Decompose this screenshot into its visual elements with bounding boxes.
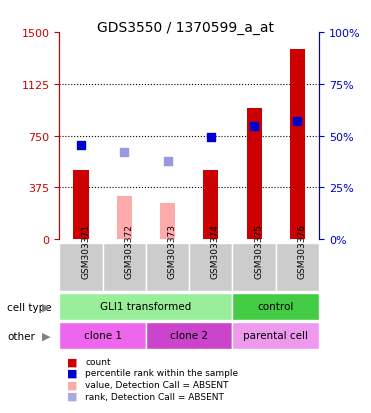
- Bar: [290, 50, 305, 240]
- Point: [78, 142, 84, 149]
- Text: GLI1 transformed: GLI1 transformed: [100, 301, 191, 312]
- Bar: [247, 109, 262, 240]
- FancyBboxPatch shape: [146, 322, 233, 349]
- FancyBboxPatch shape: [59, 322, 146, 349]
- FancyBboxPatch shape: [233, 293, 319, 320]
- Text: ■: ■: [67, 368, 77, 378]
- Point: [251, 123, 257, 130]
- FancyBboxPatch shape: [233, 244, 276, 291]
- Text: cell type: cell type: [7, 302, 52, 312]
- Text: GSM303373: GSM303373: [168, 223, 177, 278]
- FancyBboxPatch shape: [103, 244, 146, 291]
- Bar: [117, 197, 132, 240]
- FancyBboxPatch shape: [59, 293, 233, 320]
- Text: ■: ■: [67, 380, 77, 389]
- Text: GSM303375: GSM303375: [254, 223, 263, 278]
- Text: count: count: [85, 357, 111, 366]
- Text: GSM303376: GSM303376: [298, 223, 306, 278]
- Point: [121, 150, 127, 156]
- Point: [165, 159, 171, 165]
- Text: value, Detection Call = ABSENT: value, Detection Call = ABSENT: [85, 380, 229, 389]
- Text: ■: ■: [67, 356, 77, 366]
- Text: GSM303372: GSM303372: [124, 223, 133, 278]
- Text: GDS3550 / 1370599_a_at: GDS3550 / 1370599_a_at: [97, 21, 274, 35]
- FancyBboxPatch shape: [59, 244, 103, 291]
- FancyBboxPatch shape: [233, 322, 319, 349]
- Text: rank, Detection Call = ABSENT: rank, Detection Call = ABSENT: [85, 392, 224, 401]
- FancyBboxPatch shape: [146, 244, 189, 291]
- Text: GSM303374: GSM303374: [211, 223, 220, 278]
- Text: ▶: ▶: [42, 302, 50, 312]
- Text: clone 1: clone 1: [83, 330, 122, 341]
- Point: [208, 134, 214, 141]
- Point: [295, 119, 301, 125]
- Text: parental cell: parental cell: [243, 330, 308, 341]
- Text: ■: ■: [67, 391, 77, 401]
- Text: other: other: [7, 331, 35, 341]
- Text: percentile rank within the sample: percentile rank within the sample: [85, 368, 239, 377]
- Bar: [160, 204, 175, 240]
- Text: control: control: [257, 301, 294, 312]
- Text: GSM303371: GSM303371: [81, 223, 90, 278]
- Text: clone 2: clone 2: [170, 330, 208, 341]
- Bar: [73, 171, 89, 240]
- Text: ▶: ▶: [42, 331, 50, 341]
- FancyBboxPatch shape: [276, 244, 319, 291]
- FancyBboxPatch shape: [189, 244, 233, 291]
- Bar: [203, 171, 219, 240]
